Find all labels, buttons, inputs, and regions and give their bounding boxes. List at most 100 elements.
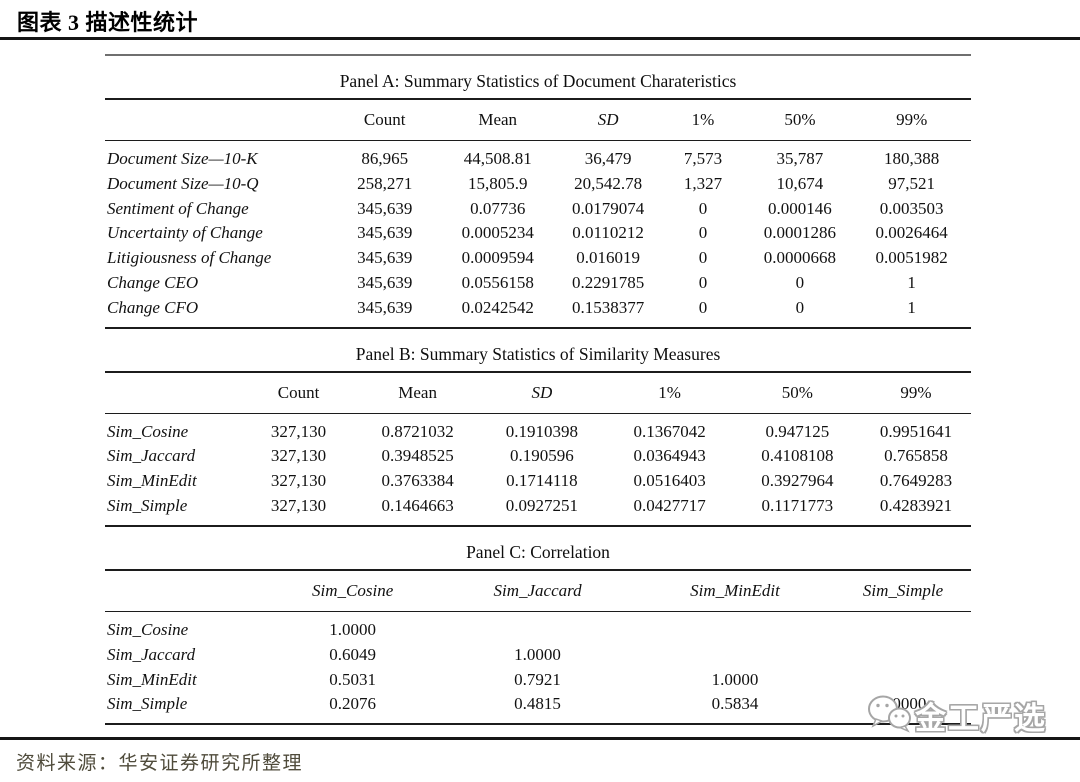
table-cell: 0.0009594 [461,248,534,268]
table-cell: 0.0242542 [461,297,534,317]
table-cell: 0.1464663 [381,496,454,516]
table-cell [635,642,835,667]
table-cell: 0 [795,272,805,292]
column-header-sim-minedit: Sim_MinEdit [634,571,835,613]
table-cell: 0.0556158 [461,272,534,292]
table-cell: 1.0000 [711,669,759,689]
column-header-p50: 50% [733,372,861,414]
table-cell: 0.0001286 [763,223,837,243]
row-label: Sim_Cosine [107,620,189,640]
table-cell: 0 [698,248,708,268]
row-label: Sim_Cosine [107,421,189,441]
column-header-sim-jaccard: Sim_Jaccard [440,571,635,613]
column-header-blank [105,372,241,414]
table-cell: 327,130 [270,421,327,441]
table-cell: 0.4108108 [761,446,834,466]
table-cell: 0.765858 [884,446,948,466]
table-row: Sim_MinEdit 327,130 0.3763384 0.1714118 … [105,469,971,494]
table-cell: 0.1538377 [571,297,645,317]
table-cell: 0 [698,198,708,218]
table-cell: 10,674 [776,173,824,193]
table-cell: 327,130 [270,446,327,466]
table-cell: 0.190596 [510,446,574,466]
row-label: Sim_MinEdit [107,471,197,491]
table-cell: 0.0000668 [763,248,837,268]
row-label: Sim_Simple [107,496,188,516]
column-header-p99: 99% [860,372,971,414]
column-header-sim-cosine: Sim_Cosine [265,571,441,613]
table-cell: 0.9951641 [879,421,953,441]
table-row: Document Size—10-Q 258,271 15,805.9 20,5… [105,171,971,196]
table-cell: 86,965 [361,149,409,168]
title-divider [0,37,1080,40]
table-cell: 0.2076 [329,694,377,714]
table-cell: 0.1171773 [761,496,834,516]
table-row: Sentiment of Change 345,639 0.07736 0.01… [105,196,971,221]
panel-a-table: Count Mean SD 1% 50% 99% Document Size—1… [105,100,971,329]
row-label: Change CEO [107,272,199,292]
table-cell: 97,521 [888,173,936,193]
row-label: Sim_Jaccard [107,644,196,664]
panel-b-table: Count Mean SD 1% 50% 99% Sim_Cosine 327,… [105,372,971,528]
column-header-blank [105,100,332,141]
statistics-table: Panel A: Summary Statistics of Document … [105,49,971,726]
panel-c-table: Sim_Cosine Sim_Jaccard Sim_MinEdit Sim_S… [105,571,971,726]
column-header-mean: Mean [357,372,479,414]
table-cell: 0.07736 [470,198,526,218]
table-cell: 0.947125 [765,421,830,441]
panel-a-top-rule [105,98,971,100]
table-cell: 0 [698,272,708,292]
table-row: Uncertainty of Change 345,639 0.0005234 … [105,221,971,246]
table-cell: 0.0051982 [875,248,948,268]
table-cell: 0.5834 [711,694,759,714]
table-cell: 345,639 [357,248,413,268]
table-row: Sim_Simple 0.2076 0.4815 0.5834 1.0000 [105,692,971,724]
row-label: Document Size—10-Q [107,173,259,193]
table-row: Sim_MinEdit 0.5031 0.7921 1.0000 [105,667,971,692]
panel-a-header-row: Count Mean SD 1% 50% 99% [105,100,971,141]
table-cell: 15,805.9 [467,173,528,193]
table-cell: 0 [698,297,708,317]
panel-b-title: Panel B: Summary Statistics of Similarit… [355,343,721,364]
table-cell [440,612,635,643]
table-cell: 0.0005234 [461,223,534,243]
table-cell: 327,130 [270,471,327,491]
footer-divider [0,737,1080,740]
table-cell: 0.3763384 [381,471,454,491]
column-header-p1: 1% [658,100,748,141]
panel-a-title: Panel A: Summary Statistics of Document … [339,71,737,91]
table-cell [835,642,971,667]
table-cell: 0.3927964 [761,471,834,491]
panel-c-title: Panel C: Correlation [466,542,610,563]
table-cell: 0.4283921 [879,496,953,516]
table-cell: 0.0516403 [633,471,706,491]
table-cell: 0 [698,223,708,243]
row-label: Sim_Jaccard [107,446,196,466]
page-title: 图表 3 描述性统计 [17,10,199,35]
table-cell: 0.003503 [879,198,944,218]
column-header-p50: 50% [747,100,853,141]
table-cell: 0.016019 [576,248,640,268]
table-cell: 1 [907,297,916,317]
source-note: 资料来源：华安证券研究所整理 [16,753,304,774]
column-header-count: Count [331,100,438,141]
table-cell: 345,639 [357,198,413,218]
table-cell: 0.0110212 [572,223,644,243]
table-cell: 35,787 [776,149,824,168]
table-top-rule [105,54,971,56]
table-cell: 0.1367042 [633,421,706,441]
table-row: Change CEO 345,639 0.0556158 0.2291785 0… [105,271,971,296]
watermark: 金工严选 [866,693,1047,738]
row-label: Litigiousness of Change [107,248,272,268]
column-header-mean: Mean [437,100,558,141]
watermark-text: 金工严选 [915,701,1047,736]
column-header-count: Count [240,372,357,414]
table-cell: 0.4815 [514,694,561,714]
table-cell: 180,388 [884,149,940,168]
panel-b-top-rule [105,370,971,373]
table-row: Document Size—10-K 86,965 44,508.81 36,4… [105,141,971,172]
table-cell: 0.0427717 [633,496,706,516]
table-cell: 0.7921 [514,669,561,689]
column-header-sd: SD [478,372,606,414]
